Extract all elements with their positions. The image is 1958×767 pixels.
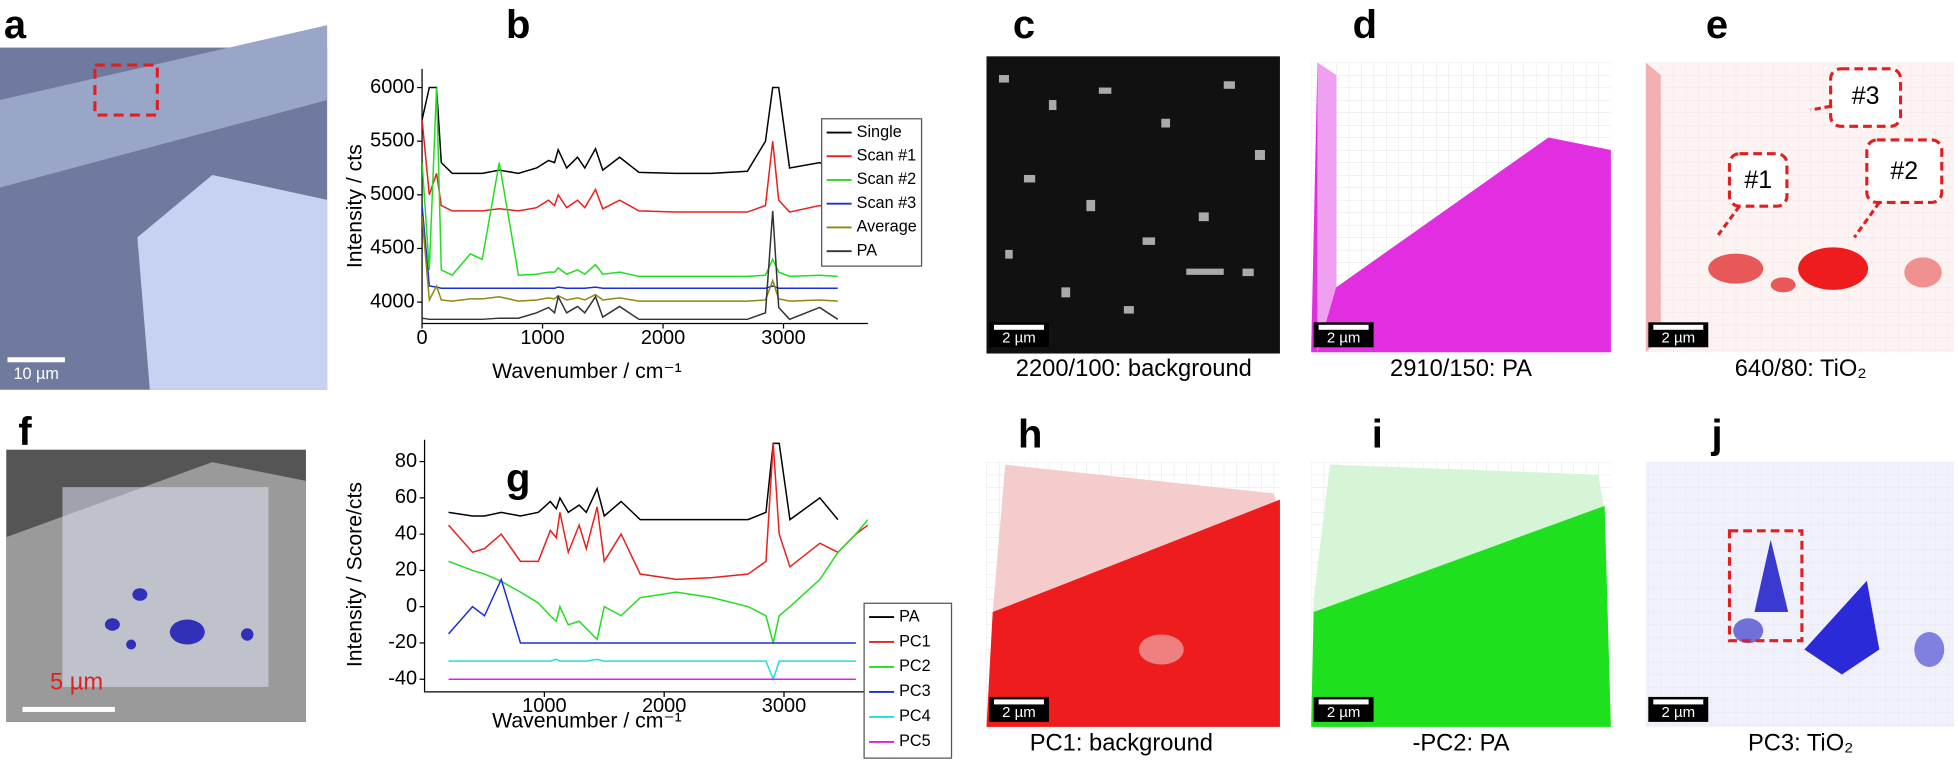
legend-label: Average <box>857 218 917 236</box>
series-line <box>447 577 856 644</box>
x-axis-label: Wavenumber / cm⁻¹ <box>492 710 682 733</box>
scale-label: 2 µm <box>1661 704 1695 721</box>
series-line <box>422 216 838 303</box>
y-tick-label: -40 <box>388 668 417 690</box>
plot-lines <box>422 86 839 321</box>
scale-label: 2 µm <box>1327 704 1361 721</box>
x-axis-label: Wavenumber / cm⁻¹ <box>492 360 682 383</box>
x-tick-label: 0 <box>417 327 428 349</box>
caption: 640/80: TiO₂ <box>1735 356 1867 382</box>
panel-j-image <box>1645 462 1955 727</box>
series-line <box>422 119 838 213</box>
x-tick-label: 3000 <box>761 327 805 349</box>
panel-letter: b <box>506 3 530 47</box>
legend-label: PA <box>857 241 878 259</box>
scale-label: 2 µm <box>1661 329 1695 346</box>
y-tick-label: 60 <box>395 486 417 508</box>
x-tick-label: 1000 <box>520 327 564 349</box>
scale-label: 2 µm <box>1002 329 1036 346</box>
y-tick-label: 80 <box>395 450 417 472</box>
axis <box>423 439 868 693</box>
panel-d-image <box>1311 62 1611 353</box>
callout: #2 <box>1890 157 1918 185</box>
y-tick-label: 4000 <box>370 290 414 312</box>
caption: -PC2: PA <box>1412 731 1509 757</box>
x-tick-label: 2000 <box>642 695 686 717</box>
callout: #3 <box>1852 82 1880 110</box>
axis <box>421 68 868 325</box>
legend-label: PC5 <box>899 732 931 750</box>
y-tick-label: 0 <box>406 595 417 617</box>
panel-letter: a <box>4 3 27 47</box>
caption: PC3: TiO₂ <box>1748 731 1853 757</box>
y-tick-label: 6000 <box>370 76 414 98</box>
y-axis-label: Intensity / cts <box>343 144 366 268</box>
legend-label: PC1 <box>899 632 931 650</box>
y-tick-label: 5000 <box>370 183 414 205</box>
panel-letter: i <box>1372 413 1383 457</box>
scale-label: 5 µm <box>50 669 103 695</box>
panel-h-image <box>986 462 1280 727</box>
series-line <box>422 86 839 175</box>
panel-a-image <box>0 25 328 390</box>
panel-letter: f <box>18 410 32 454</box>
y-tick-label: 20 <box>395 559 417 581</box>
series-line <box>448 658 856 682</box>
caption: 2200/100: background <box>1016 356 1252 382</box>
series-line <box>422 210 839 321</box>
x-tick-label: 1000 <box>522 695 566 717</box>
scale-label: 2 µm <box>1002 704 1036 721</box>
panel-f-image <box>6 449 306 722</box>
panel-letter: j <box>1710 413 1722 457</box>
panel-letter: c <box>1013 3 1035 47</box>
y-tick-label: 5500 <box>370 129 414 151</box>
panel-letter: h <box>1018 413 1042 457</box>
legend-label: Single <box>857 123 902 141</box>
x-tick-label: 2000 <box>641 327 685 349</box>
legend-label: Scan #3 <box>857 194 917 212</box>
y-tick-label: 4500 <box>370 237 414 259</box>
panel-letter: g <box>506 456 530 500</box>
callout: #1 <box>1744 166 1772 194</box>
y-axis-label: Intensity / Score/cts <box>343 482 366 667</box>
scale-label: 10 µm <box>14 365 59 383</box>
legend-label: Scan #2 <box>857 170 917 188</box>
legend-label: PC4 <box>899 707 931 725</box>
panel-i-image <box>1311 462 1611 727</box>
series-line <box>448 519 868 644</box>
legend-box <box>821 118 923 267</box>
y-tick-label: -20 <box>388 631 417 653</box>
series-line <box>447 443 868 581</box>
panel-letter: d <box>1353 3 1377 47</box>
panel-c-image <box>986 56 1280 354</box>
plot-lines <box>447 442 868 682</box>
legend-label: PC2 <box>899 657 931 675</box>
legend-label: Scan #1 <box>857 147 917 165</box>
panel-e-image <box>1645 62 1955 353</box>
x-tick-label: 3000 <box>762 695 806 717</box>
legend-label: PA <box>899 607 920 625</box>
caption: 2910/150: PA <box>1390 356 1532 382</box>
legend-label: PC3 <box>899 682 931 700</box>
caption: PC1: background <box>1030 731 1213 757</box>
panel-letter: e <box>1706 3 1728 47</box>
scale-label: 2 µm <box>1327 329 1361 346</box>
legend-box <box>863 602 953 759</box>
y-tick-label: 40 <box>395 522 417 544</box>
